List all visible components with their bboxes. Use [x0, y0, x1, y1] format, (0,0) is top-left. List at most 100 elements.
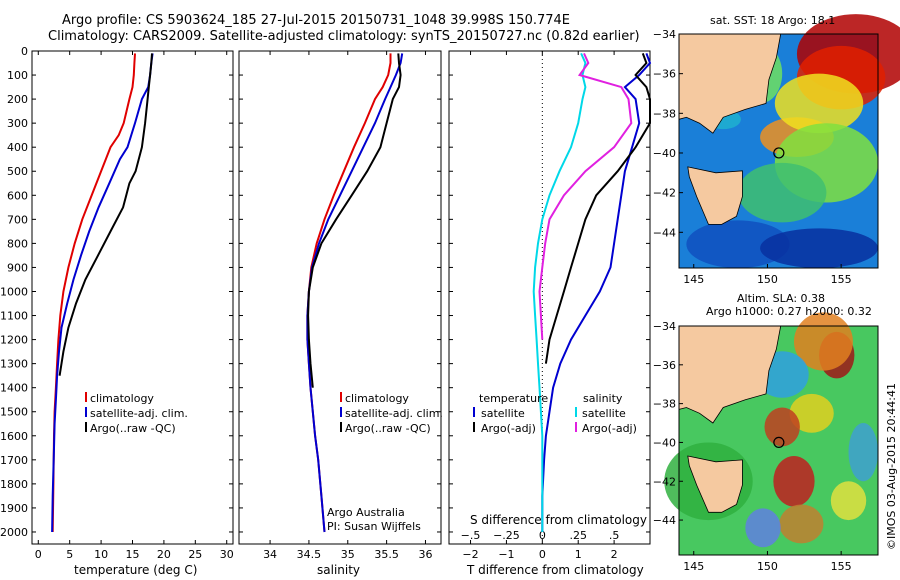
- sla-map-field-patch: [773, 456, 815, 507]
- sla-map-lat-label: −42: [653, 475, 676, 488]
- sal-legend-climatology: climatology: [345, 392, 409, 405]
- sdiff-xlabel: S difference from climatology: [470, 513, 647, 527]
- sla-map-mainland: [678, 325, 782, 424]
- argo-float-marker: [773, 147, 785, 159]
- depth-tick-label: 100: [7, 69, 28, 82]
- temp-xtick-label: 5: [66, 548, 73, 561]
- sst-map-field-patch: [686, 220, 790, 268]
- depth-tick-label: 1800: [0, 478, 28, 491]
- depth-tick-label: 1300: [0, 358, 28, 371]
- sst-map-lon-label: 155: [831, 273, 852, 286]
- figure-title-line1: Argo profile: CS 5903624_185 27-Jul-2015…: [62, 13, 571, 28]
- temp-xtick-label: 20: [157, 548, 171, 561]
- sst-map-lat-label: −36: [653, 68, 676, 81]
- sst-map-lon-label: 150: [757, 273, 778, 286]
- temperature-xlabel: temperature (deg C): [74, 563, 198, 577]
- diff-legend-temp-title: temperature: [479, 392, 549, 405]
- sal-series-line: [307, 53, 402, 388]
- diff-xtick-label: 1: [575, 548, 582, 561]
- temp-legend-climatology: climatology: [90, 392, 154, 405]
- diff-legend-temp-satellite: satellite: [481, 407, 525, 420]
- temp-xtick-label: 10: [94, 548, 108, 561]
- sla-map-map-frame: [678, 325, 879, 556]
- sst-map-field-patch: [737, 162, 827, 223]
- sal-series-line: [306, 53, 404, 533]
- depth-tick-label: 200: [7, 93, 28, 106]
- imos-stamp: ©IMOS 03-Aug-2015 20:44:41: [885, 383, 898, 550]
- sla-map-title1: Altim. SLA: 0.38: [737, 292, 826, 305]
- sal-xtick-label: 34: [263, 548, 277, 561]
- temp-xtick-label: 15: [126, 548, 140, 561]
- diff-legend-sal-satellite: satellite: [582, 407, 626, 420]
- depth-tick-label: 1900: [0, 502, 28, 515]
- sst-map-lat-label: −38: [653, 107, 676, 120]
- depth-tick-label: 600: [7, 189, 28, 202]
- sla-map-field-patch: [848, 423, 879, 482]
- depth-tick-label: 1200: [0, 334, 28, 347]
- sdiff-tick-label: .25: [569, 529, 587, 542]
- credit-line2: PI: Susan Wijffels: [327, 520, 421, 533]
- depth-tick-label: 1400: [0, 382, 28, 395]
- sla-map-tasmania: [687, 455, 743, 513]
- sal-xtick-label: 35: [341, 548, 355, 561]
- depth-tick-label: 400: [7, 141, 28, 154]
- temp-xtick-label: 30: [220, 548, 234, 561]
- diff-series-line: [538, 52, 633, 340]
- sla-map-field-patch: [745, 508, 781, 548]
- diff-xtick-label: −1: [498, 548, 514, 561]
- sla-map-lat-label: −38: [653, 398, 676, 411]
- sal-axes-frame: [238, 50, 442, 545]
- sla-map-title2: Argo h1000: 0.27 h2000: 0.32: [706, 305, 872, 318]
- sal-xtick-label: 34.5: [297, 548, 322, 561]
- sst-map-lat-label: −40: [653, 147, 676, 160]
- sst-map-tasmania: [687, 166, 743, 225]
- depth-tick-label: 500: [7, 165, 28, 178]
- diff-series-line: [532, 52, 587, 532]
- depth-tick-label: 1000: [0, 285, 28, 298]
- sla-map-field-patch: [764, 407, 800, 447]
- depth-tick-label: 700: [7, 213, 28, 226]
- sst-map-field-patch: [760, 228, 878, 268]
- credit-line1: Argo Australia: [327, 506, 405, 519]
- sla-map-lat-label: −40: [653, 436, 676, 449]
- diff-xtick-label: −2: [462, 548, 478, 561]
- temp-series-line: [51, 53, 154, 533]
- diff-legend-sal-argo: Argo(-adj): [582, 422, 637, 435]
- diff-legend-temp-argo: Argo(-adj): [481, 422, 536, 435]
- depth-tick-label: 0: [21, 45, 28, 58]
- sdiff-tick-label: .5: [609, 529, 620, 542]
- depth-tick-label: 800: [7, 237, 28, 250]
- sla-map-lon-label: 150: [757, 560, 778, 573]
- sst-map-lat-label: −34: [653, 28, 676, 41]
- sst-map-lon-label: 145: [683, 273, 704, 286]
- temp-legend-argo: Argo(..raw -QC): [90, 422, 176, 435]
- diff-series-line: [544, 53, 651, 364]
- argo-float-marker: [773, 436, 785, 449]
- sst-map-mainland: [678, 33, 782, 134]
- temp-series-line: [51, 53, 136, 533]
- depth-tick-label: 1600: [0, 430, 28, 443]
- diff-xtick-label: 2: [611, 548, 618, 561]
- depth-tick-label: 1500: [0, 406, 28, 419]
- sal-series-line: [306, 53, 392, 533]
- sdiff-tick-label: −.5: [461, 529, 481, 542]
- depth-tick-label: 2000: [0, 526, 28, 539]
- sdiff-tick-label: 0: [539, 529, 546, 542]
- sal-xtick-label: 36: [418, 548, 432, 561]
- sst-map-map-frame: [678, 33, 879, 269]
- sla-map-field-patch: [793, 312, 853, 371]
- depth-tick-label: 300: [7, 117, 28, 130]
- depth-tick-label: 1100: [0, 310, 28, 323]
- sal-legend-argo: Argo(..raw -QC): [345, 422, 431, 435]
- diff-legend-sal-title: salinity: [583, 392, 623, 405]
- sla-map-lon-label: 145: [683, 560, 704, 573]
- sdiff-tick-label: −.25: [493, 529, 520, 542]
- figure-title-line2: Climatology: CARS2009. Satellite-adjuste…: [48, 29, 640, 44]
- sla-map-field-patch: [830, 481, 867, 521]
- tdiff-xlabel: T difference from climatology: [467, 563, 644, 577]
- sla-map-lat-label: −36: [653, 359, 676, 372]
- depth-tick-label: 900: [7, 261, 28, 274]
- temp-xtick-label: 0: [35, 548, 42, 561]
- sst-map-lat-label: −44: [653, 226, 676, 239]
